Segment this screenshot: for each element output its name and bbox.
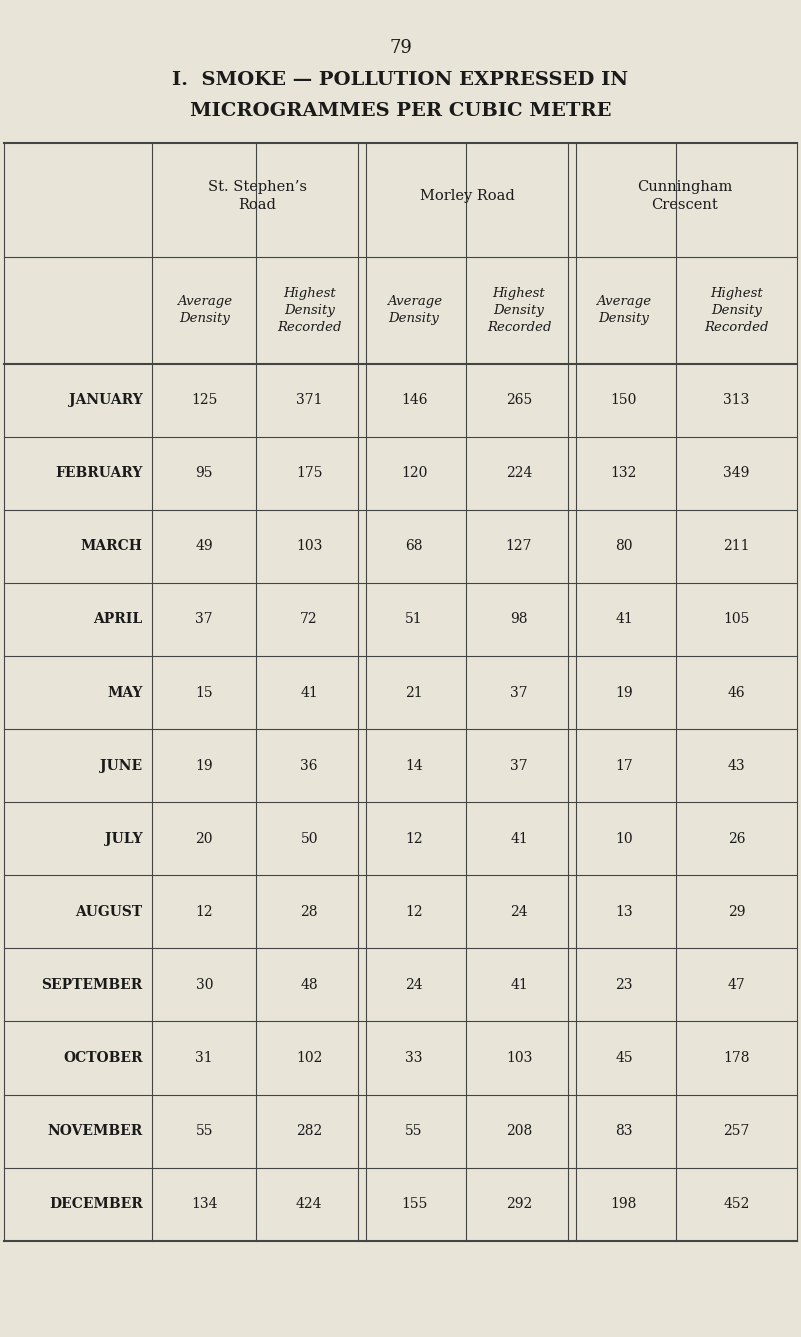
Text: St. Stephen’s
Road: St. Stephen’s Road xyxy=(207,179,307,213)
Text: 105: 105 xyxy=(723,612,750,627)
Text: Average
Density: Average Density xyxy=(597,295,651,325)
Text: 43: 43 xyxy=(727,758,746,773)
Text: AUGUST: AUGUST xyxy=(75,905,143,919)
Text: APRIL: APRIL xyxy=(94,612,143,627)
Text: 31: 31 xyxy=(195,1051,213,1066)
Text: 37: 37 xyxy=(510,758,528,773)
Text: 80: 80 xyxy=(615,539,633,554)
Text: MAY: MAY xyxy=(107,686,143,699)
Text: 24: 24 xyxy=(405,977,423,992)
Text: 41: 41 xyxy=(510,977,528,992)
Text: JANUARY: JANUARY xyxy=(69,393,143,408)
Text: 21: 21 xyxy=(405,686,423,699)
Text: JUNE: JUNE xyxy=(100,758,143,773)
Text: 41: 41 xyxy=(615,612,633,627)
Text: SEPTEMBER: SEPTEMBER xyxy=(42,977,143,992)
Text: 50: 50 xyxy=(300,832,318,846)
Text: 424: 424 xyxy=(296,1197,323,1211)
Text: 103: 103 xyxy=(506,1051,532,1066)
Text: 23: 23 xyxy=(615,977,633,992)
Text: 68: 68 xyxy=(405,539,423,554)
Text: 224: 224 xyxy=(506,467,532,480)
Text: 72: 72 xyxy=(300,612,318,627)
Text: 127: 127 xyxy=(505,539,533,554)
Text: 208: 208 xyxy=(506,1124,532,1138)
Text: 47: 47 xyxy=(727,977,746,992)
Text: 98: 98 xyxy=(510,612,528,627)
Text: Cunningham
Crescent: Cunningham Crescent xyxy=(637,179,732,213)
Text: 28: 28 xyxy=(300,905,318,919)
Text: 49: 49 xyxy=(195,539,213,554)
Text: Highest
Density
Recorded: Highest Density Recorded xyxy=(487,286,551,334)
Text: 125: 125 xyxy=(191,393,217,408)
Text: 19: 19 xyxy=(195,758,213,773)
Text: 150: 150 xyxy=(611,393,637,408)
Text: 37: 37 xyxy=(510,686,528,699)
Text: 51: 51 xyxy=(405,612,423,627)
Text: NOVEMBER: NOVEMBER xyxy=(47,1124,143,1138)
Text: 155: 155 xyxy=(401,1197,427,1211)
Text: 349: 349 xyxy=(723,467,750,480)
Text: 257: 257 xyxy=(723,1124,750,1138)
Text: 12: 12 xyxy=(405,832,423,846)
Text: 26: 26 xyxy=(728,832,745,846)
Text: 36: 36 xyxy=(300,758,318,773)
Text: 19: 19 xyxy=(615,686,633,699)
Text: 282: 282 xyxy=(296,1124,322,1138)
Text: 95: 95 xyxy=(195,467,213,480)
Text: 175: 175 xyxy=(296,467,323,480)
Text: 132: 132 xyxy=(611,467,637,480)
Text: MARCH: MARCH xyxy=(81,539,143,554)
Text: 83: 83 xyxy=(615,1124,633,1138)
Text: 41: 41 xyxy=(510,832,528,846)
Text: 103: 103 xyxy=(296,539,322,554)
Text: Morley Road: Morley Road xyxy=(420,189,514,203)
Text: 13: 13 xyxy=(615,905,633,919)
Text: 41: 41 xyxy=(300,686,318,699)
Text: 37: 37 xyxy=(195,612,213,627)
Text: 45: 45 xyxy=(615,1051,633,1066)
Text: 134: 134 xyxy=(191,1197,218,1211)
Text: MICROGRAMMES PER CUBIC METRE: MICROGRAMMES PER CUBIC METRE xyxy=(190,102,611,119)
Text: 198: 198 xyxy=(611,1197,637,1211)
Text: I.  SMOKE — POLLUTION EXPRESSED IN: I. SMOKE — POLLUTION EXPRESSED IN xyxy=(172,71,629,88)
Text: Highest
Density
Recorded: Highest Density Recorded xyxy=(704,286,769,334)
Text: OCTOBER: OCTOBER xyxy=(63,1051,143,1066)
Text: 55: 55 xyxy=(195,1124,213,1138)
Text: 48: 48 xyxy=(300,977,318,992)
Text: FEBRUARY: FEBRUARY xyxy=(55,467,143,480)
Text: 79: 79 xyxy=(389,39,412,56)
Text: 29: 29 xyxy=(728,905,745,919)
Text: 14: 14 xyxy=(405,758,423,773)
Text: 265: 265 xyxy=(506,393,532,408)
Text: DECEMBER: DECEMBER xyxy=(49,1197,143,1211)
Text: 452: 452 xyxy=(723,1197,750,1211)
Text: 12: 12 xyxy=(195,905,213,919)
Text: 146: 146 xyxy=(400,393,428,408)
Text: 120: 120 xyxy=(401,467,427,480)
Text: 178: 178 xyxy=(723,1051,750,1066)
Text: 313: 313 xyxy=(723,393,750,408)
Text: 46: 46 xyxy=(727,686,746,699)
Text: 20: 20 xyxy=(195,832,213,846)
Text: 10: 10 xyxy=(615,832,633,846)
Text: 24: 24 xyxy=(510,905,528,919)
Text: 30: 30 xyxy=(195,977,213,992)
Text: 211: 211 xyxy=(723,539,750,554)
Text: 17: 17 xyxy=(615,758,633,773)
Text: Average
Density: Average Density xyxy=(387,295,441,325)
Text: 102: 102 xyxy=(296,1051,322,1066)
Text: 55: 55 xyxy=(405,1124,423,1138)
Text: 371: 371 xyxy=(296,393,323,408)
Text: Highest
Density
Recorded: Highest Density Recorded xyxy=(277,286,341,334)
Text: 292: 292 xyxy=(506,1197,532,1211)
Text: JULY: JULY xyxy=(105,832,143,846)
Text: 33: 33 xyxy=(405,1051,423,1066)
Text: Average
Density: Average Density xyxy=(177,295,231,325)
Text: 15: 15 xyxy=(195,686,213,699)
Text: 12: 12 xyxy=(405,905,423,919)
